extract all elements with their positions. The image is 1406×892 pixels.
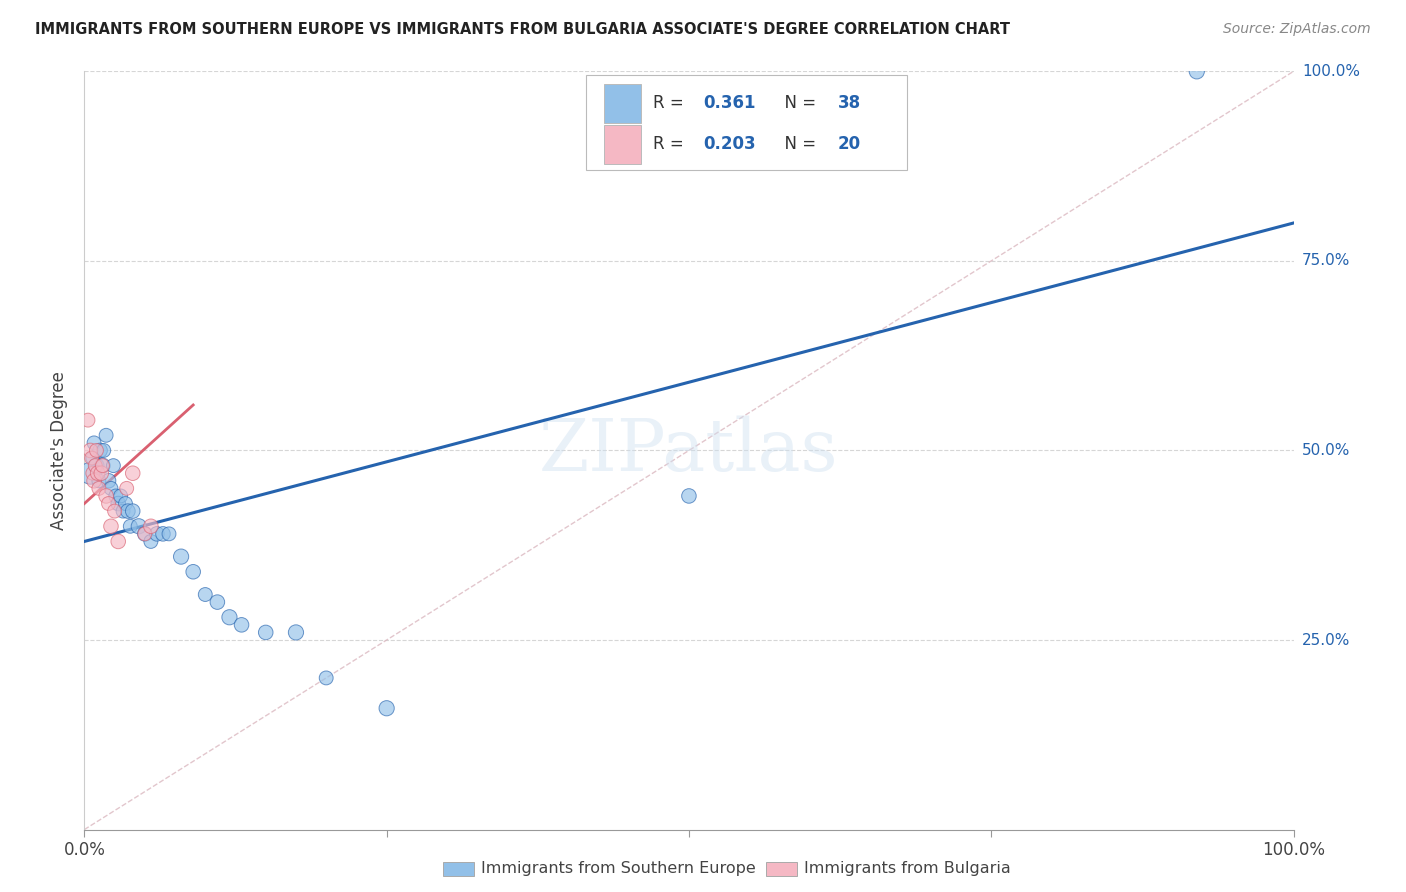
Point xyxy=(112,504,135,518)
Point xyxy=(107,534,129,549)
Text: 50.0%: 50.0% xyxy=(1302,443,1350,458)
Point xyxy=(231,617,253,632)
Text: N =: N = xyxy=(773,136,821,153)
Point xyxy=(94,428,117,442)
Point xyxy=(207,595,229,609)
Point xyxy=(315,671,337,685)
Text: 25.0%: 25.0% xyxy=(1302,632,1350,648)
Point xyxy=(115,482,138,496)
Point xyxy=(139,519,162,533)
Point xyxy=(134,526,156,541)
Text: R =: R = xyxy=(652,136,689,153)
Point xyxy=(91,458,114,473)
Point xyxy=(254,625,277,640)
Point xyxy=(80,451,103,466)
Point xyxy=(1185,64,1208,78)
Point xyxy=(181,565,204,579)
Point xyxy=(103,458,125,473)
Point xyxy=(93,443,115,458)
Point xyxy=(218,610,240,624)
Point xyxy=(170,549,193,564)
Text: R =: R = xyxy=(652,95,689,112)
Text: 20: 20 xyxy=(838,136,860,153)
Point xyxy=(84,458,107,473)
Point xyxy=(104,489,127,503)
Text: 75.0%: 75.0% xyxy=(1302,253,1350,268)
Bar xyxy=(605,84,641,123)
Point xyxy=(121,467,143,481)
Point xyxy=(86,458,108,473)
Text: IMMIGRANTS FROM SOUTHERN EUROPE VS IMMIGRANTS FROM BULGARIA ASSOCIATE'S DEGREE C: IMMIGRANTS FROM SOUTHERN EUROPE VS IMMIG… xyxy=(35,22,1010,37)
Text: 38: 38 xyxy=(838,95,860,112)
Point xyxy=(110,489,132,503)
Point xyxy=(87,482,110,496)
Point xyxy=(375,701,398,715)
Point xyxy=(107,496,129,510)
Point xyxy=(97,496,120,510)
Point xyxy=(139,534,162,549)
FancyBboxPatch shape xyxy=(586,75,907,170)
Point xyxy=(121,504,143,518)
Bar xyxy=(605,125,641,164)
Point xyxy=(82,451,104,466)
Point xyxy=(194,588,217,602)
Point xyxy=(100,482,122,496)
Point xyxy=(117,504,139,518)
Point xyxy=(104,504,127,518)
Point xyxy=(157,526,180,541)
Point xyxy=(79,467,101,481)
Point xyxy=(77,413,100,427)
Point xyxy=(114,496,136,510)
Text: Immigrants from Southern Europe: Immigrants from Southern Europe xyxy=(481,862,755,876)
Text: 100.0%: 100.0% xyxy=(1302,64,1360,78)
Point xyxy=(97,474,120,488)
Text: Immigrants from Bulgaria: Immigrants from Bulgaria xyxy=(804,862,1011,876)
Point xyxy=(87,474,110,488)
Point xyxy=(79,443,101,458)
Point xyxy=(83,436,105,450)
Point xyxy=(90,467,112,481)
Point xyxy=(94,489,117,503)
Text: N =: N = xyxy=(773,95,821,112)
Point xyxy=(146,526,169,541)
Y-axis label: Associate's Degree: Associate's Degree xyxy=(51,371,69,530)
Point xyxy=(678,489,700,503)
Point xyxy=(89,443,111,458)
Point xyxy=(86,443,108,458)
Text: Source: ZipAtlas.com: Source: ZipAtlas.com xyxy=(1223,22,1371,37)
Point xyxy=(86,467,108,481)
Point xyxy=(82,467,104,481)
Text: ZIPatlas: ZIPatlas xyxy=(538,415,839,486)
Point xyxy=(91,458,114,473)
Point xyxy=(134,526,156,541)
Text: 0.361: 0.361 xyxy=(703,95,756,112)
Point xyxy=(120,519,142,533)
Text: 0.203: 0.203 xyxy=(703,136,756,153)
Point xyxy=(152,526,174,541)
Point xyxy=(128,519,150,533)
Point xyxy=(100,519,122,533)
Point xyxy=(284,625,308,640)
Point xyxy=(83,474,105,488)
